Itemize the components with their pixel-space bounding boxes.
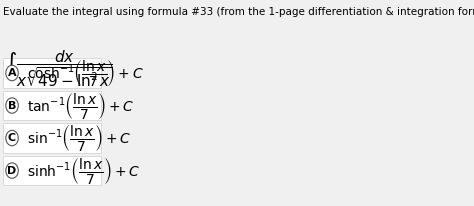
- Circle shape: [6, 163, 18, 178]
- Text: $\sin^{-1}\!\left(\dfrac{\ln x}{7}\right) + C$: $\sin^{-1}\!\left(\dfrac{\ln x}{7}\right…: [27, 123, 131, 153]
- FancyBboxPatch shape: [3, 58, 101, 88]
- Circle shape: [6, 130, 18, 146]
- Text: B: B: [8, 101, 16, 111]
- FancyBboxPatch shape: [3, 123, 101, 153]
- Circle shape: [6, 65, 18, 81]
- FancyBboxPatch shape: [3, 91, 101, 120]
- Text: A: A: [8, 68, 17, 78]
- Text: $\int \dfrac{dx}{x\sqrt{49 - \ln^2 x}}$: $\int \dfrac{dx}{x\sqrt{49 - \ln^2 x}}$: [6, 48, 113, 89]
- Text: D: D: [8, 166, 17, 176]
- FancyBboxPatch shape: [3, 156, 101, 185]
- Text: Evaluate the integral using formula #33 (from the 1-page differentiation & integ: Evaluate the integral using formula #33 …: [3, 7, 474, 18]
- Text: $\tan^{-1}\!\left(\dfrac{\ln x}{7}\right) + C$: $\tan^{-1}\!\left(\dfrac{\ln x}{7}\right…: [27, 91, 134, 121]
- Circle shape: [6, 98, 18, 113]
- Text: $\sinh^{-1}\!\left(\dfrac{\ln x}{7}\right) + C$: $\sinh^{-1}\!\left(\dfrac{\ln x}{7}\righ…: [27, 156, 140, 186]
- Text: $\cosh^{-1}\!\left(\dfrac{\ln x}{7}\right) + C$: $\cosh^{-1}\!\left(\dfrac{\ln x}{7}\righ…: [27, 58, 144, 88]
- Text: C: C: [8, 133, 16, 143]
